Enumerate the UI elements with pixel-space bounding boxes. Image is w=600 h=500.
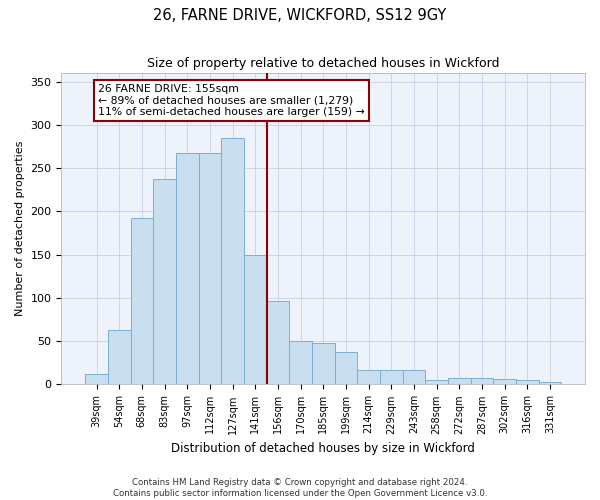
Bar <box>153 178 176 384</box>
Bar <box>312 343 335 384</box>
Bar <box>85 374 108 384</box>
Bar <box>357 370 380 384</box>
Bar <box>448 378 470 384</box>
Bar <box>335 352 357 384</box>
Bar <box>244 254 266 384</box>
Title: Size of property relative to detached houses in Wickford: Size of property relative to detached ho… <box>147 58 499 70</box>
Bar <box>403 370 425 384</box>
Bar <box>516 380 539 384</box>
Bar <box>108 330 131 384</box>
Bar <box>380 370 403 384</box>
Y-axis label: Number of detached properties: Number of detached properties <box>15 141 25 316</box>
X-axis label: Distribution of detached houses by size in Wickford: Distribution of detached houses by size … <box>171 442 475 455</box>
Bar <box>131 218 153 384</box>
Bar <box>199 152 221 384</box>
Text: 26, FARNE DRIVE, WICKFORD, SS12 9GY: 26, FARNE DRIVE, WICKFORD, SS12 9GY <box>154 8 446 22</box>
Bar <box>221 138 244 384</box>
Bar <box>289 341 312 384</box>
Text: Contains HM Land Registry data © Crown copyright and database right 2024.
Contai: Contains HM Land Registry data © Crown c… <box>113 478 487 498</box>
Text: 26 FARNE DRIVE: 155sqm
← 89% of detached houses are smaller (1,279)
11% of semi-: 26 FARNE DRIVE: 155sqm ← 89% of detached… <box>98 84 365 117</box>
Bar <box>266 300 289 384</box>
Bar <box>425 380 448 384</box>
Bar <box>470 378 493 384</box>
Bar <box>539 382 561 384</box>
Bar <box>493 380 516 384</box>
Bar <box>176 152 199 384</box>
